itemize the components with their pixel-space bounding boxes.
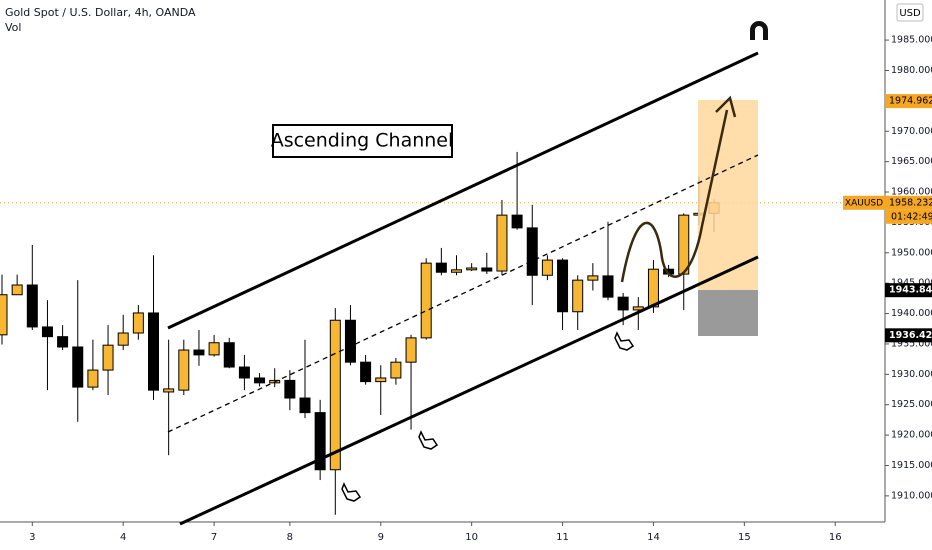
y-tick-label: 1925.000 <box>891 399 932 410</box>
candle-body <box>420 262 432 339</box>
stop-zone <box>698 290 758 336</box>
candle-body <box>647 268 659 308</box>
x-tick-label: 10 <box>465 532 478 543</box>
currency-button[interactable] <box>896 3 924 22</box>
symbol-tag-bg <box>843 195 885 210</box>
candle-body <box>435 262 447 273</box>
candle-body <box>678 214 690 275</box>
hand-icon <box>614 331 635 351</box>
candle-body <box>617 296 629 311</box>
candle-body <box>329 319 341 471</box>
subtitle: Vol <box>5 21 21 34</box>
candle-body <box>72 346 84 388</box>
price-level-tag: 1974.962 <box>889 96 932 107</box>
y-tick-label: 1945.000 <box>891 278 932 289</box>
candle-body <box>11 284 23 296</box>
countdown-bg <box>885 209 932 224</box>
price-level-tag-bg <box>885 283 932 298</box>
symbol-tag: XAUUSD <box>845 198 883 208</box>
price-level-tag-bg <box>885 94 932 109</box>
x-tick-label: 11 <box>556 532 569 543</box>
price-level-tag: 1936.420 <box>889 330 932 341</box>
candle-body <box>496 214 508 272</box>
y-tick-label: 1950.000 <box>891 247 932 258</box>
candle-body <box>541 259 553 276</box>
candle-body <box>481 267 493 272</box>
y-tick-label: 1915.000 <box>891 460 932 471</box>
candle-body <box>117 332 129 346</box>
x-tick-label: 15 <box>738 532 751 543</box>
hand-icon <box>341 482 362 502</box>
hand-icon <box>418 430 439 450</box>
candle-body <box>511 214 523 229</box>
candle-body <box>557 259 569 313</box>
y-tick-label: 1910.000 <box>891 490 932 501</box>
candle-body <box>223 342 235 368</box>
x-tick-label: 16 <box>829 532 842 543</box>
channel-mid <box>167 154 759 433</box>
candle-body <box>163 388 175 393</box>
y-tick-label: 1985.000 <box>891 35 932 46</box>
candle-body <box>208 342 220 356</box>
candle-body <box>344 319 356 363</box>
candle-body <box>390 361 402 379</box>
y-tick-label: 1965.000 <box>891 156 932 167</box>
candle-body <box>572 279 584 313</box>
candle-body <box>466 267 478 271</box>
annotation-box <box>272 124 453 158</box>
candle-body <box>0 294 8 336</box>
candle-body <box>314 412 326 471</box>
candle-body <box>238 366 250 379</box>
magnet-icon[interactable] <box>750 21 768 40</box>
candle-body <box>57 336 69 348</box>
y-tick-label: 1935.000 <box>891 338 932 349</box>
candle-body <box>178 349 190 391</box>
candle-body <box>132 312 144 334</box>
candle-body <box>526 227 538 276</box>
last-price-tag: 1958.232 <box>889 197 932 208</box>
y-tick-label: 1970.000 <box>891 126 932 137</box>
countdown: 01:42:49 <box>891 211 932 222</box>
y-tick-label: 1930.000 <box>891 369 932 380</box>
arrow-head <box>715 95 737 118</box>
candle-body <box>148 312 159 391</box>
projection-arrow <box>620 109 729 283</box>
x-tick-label: 7 <box>211 532 217 543</box>
candle-body <box>284 379 296 399</box>
candle-body <box>360 361 372 383</box>
candle-body <box>41 326 53 338</box>
last-price-tag-bg <box>885 195 932 210</box>
y-tick-label: 1980.000 <box>891 65 932 76</box>
candle-body <box>405 337 417 363</box>
x-tick-label: 3 <box>29 532 35 543</box>
channel-lower <box>179 255 759 526</box>
candle-body <box>102 344 114 371</box>
candle-body <box>254 377 266 384</box>
candle-body <box>375 377 387 383</box>
drawings <box>167 21 768 526</box>
y-tick-label: 1960.000 <box>891 187 932 198</box>
candle-body <box>602 275 614 298</box>
candle-body <box>87 369 99 388</box>
chart-title: Gold Spot / U.S. Dollar, 4h, OANDA <box>5 6 196 19</box>
x-tick-label: 8 <box>287 532 293 543</box>
candle-body <box>26 284 38 328</box>
price-level-tag-bg <box>885 328 932 343</box>
candle-body <box>587 275 599 281</box>
candle-body <box>451 269 462 273</box>
candle-body <box>299 397 311 414</box>
annotation: Ascending Channel <box>271 130 454 152</box>
x-tick-label: 9 <box>378 532 384 543</box>
y-tick-label: 1920.000 <box>891 430 932 441</box>
currency[interactable]: USD <box>899 8 921 19</box>
price-level-tag: 1943.848 <box>889 285 932 296</box>
channel-upper <box>167 51 759 330</box>
x-tick-label: 14 <box>647 532 660 543</box>
x-tick-label: 4 <box>120 532 126 543</box>
y-tick-label: 1940.000 <box>891 308 932 319</box>
candle-body <box>193 349 205 356</box>
